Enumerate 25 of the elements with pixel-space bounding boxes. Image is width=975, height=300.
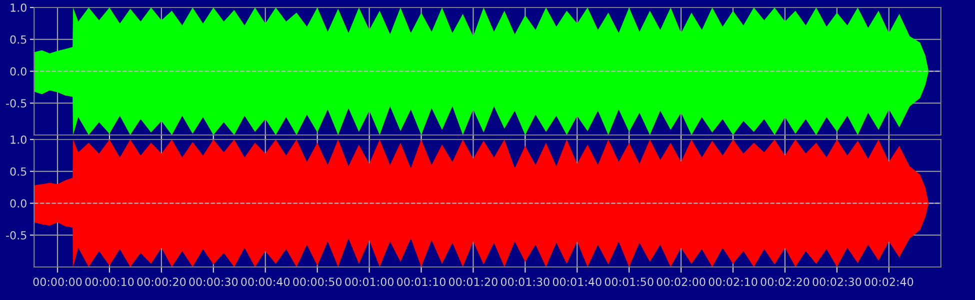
- x-tick-label: 00:00:40: [241, 278, 290, 286]
- x-tick-label: 00:01:50: [604, 278, 654, 286]
- x-tick-label: 00:01:10: [397, 278, 446, 286]
- x-tick-label: 00:01:20: [448, 278, 498, 286]
- x-tick-label: 00:00:00: [33, 278, 82, 286]
- y-tick-label: 0.5: [10, 35, 26, 44]
- x-tick-label: 00:01:00: [345, 278, 394, 286]
- y-tick-label: 1.0: [10, 3, 26, 12]
- x-tick-label: 00:00:20: [137, 278, 186, 286]
- x-tick-label: 00:02:40: [864, 278, 914, 286]
- x-tick-label: 00:00:30: [189, 278, 238, 286]
- x-tick-label: 00:02:30: [812, 278, 862, 286]
- x-tick-label: 00:00:50: [293, 278, 342, 286]
- y-tick-label: -0.5: [6, 99, 26, 108]
- y-tick-label: 0.5: [10, 167, 26, 176]
- y-tick-label: 0.0: [10, 199, 26, 208]
- y-tick-label: 1.0: [10, 135, 26, 144]
- x-tick-label: 00:02:10: [708, 278, 758, 286]
- x-tick-label: 00:01:40: [552, 278, 602, 286]
- y-tick-label: 0.0: [10, 67, 26, 76]
- x-tick-label: 00:00:10: [85, 278, 134, 286]
- x-tick-label: 00:02:00: [656, 278, 706, 286]
- y-tick-label: -0.5: [6, 231, 26, 240]
- x-tick-label: 00:02:20: [760, 278, 810, 286]
- x-tick-label: 00:01:30: [500, 278, 550, 286]
